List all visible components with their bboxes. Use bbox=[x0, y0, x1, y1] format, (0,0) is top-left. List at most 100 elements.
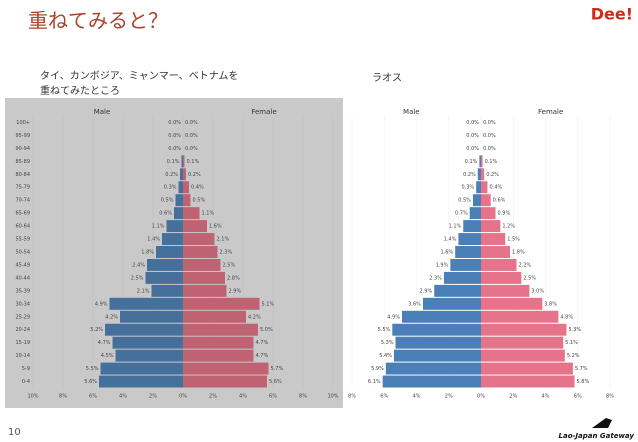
y-tick-label: 75-79 bbox=[15, 185, 30, 191]
x-tick-label: 2% bbox=[445, 394, 453, 400]
value-label: 2.2% bbox=[518, 262, 531, 268]
x-tick-label: 2% bbox=[209, 394, 217, 400]
legend-label: Male bbox=[94, 108, 111, 116]
value-label: 0.5% bbox=[193, 198, 206, 204]
y-tick-label: 35-39 bbox=[15, 288, 30, 294]
value-label: 4.8% bbox=[560, 314, 573, 320]
footer-icon bbox=[592, 418, 612, 428]
x-tick-label: 4% bbox=[119, 394, 127, 400]
value-label: 4.2% bbox=[105, 314, 118, 320]
bar bbox=[469, 207, 481, 220]
value-label: 5.4% bbox=[379, 353, 392, 359]
value-label: 3.8% bbox=[544, 301, 557, 307]
bar bbox=[481, 207, 496, 220]
legend-label: Female bbox=[251, 108, 276, 116]
footer-brand: Lao-Japan Gateway bbox=[559, 432, 635, 440]
bar bbox=[183, 375, 267, 388]
value-label: 5.7% bbox=[271, 366, 284, 372]
y-tick-label: 45-49 bbox=[15, 262, 30, 268]
y-tick-label: 0-4 bbox=[22, 379, 30, 385]
bar bbox=[481, 336, 564, 349]
value-label: 4.2% bbox=[248, 314, 261, 320]
x-tick-label: 10% bbox=[327, 394, 338, 400]
value-label: 0.1% bbox=[465, 159, 478, 165]
bar bbox=[174, 207, 183, 220]
y-tick-label: 100+ bbox=[16, 120, 30, 126]
y-tick-label: 50-54 bbox=[15, 250, 30, 256]
y-tick-label: 25-29 bbox=[15, 314, 30, 320]
value-label: 0.6% bbox=[159, 211, 172, 217]
value-label: 2.5% bbox=[523, 275, 536, 281]
value-label: 1.4% bbox=[147, 237, 160, 243]
value-label: 4.9% bbox=[387, 314, 400, 320]
bar bbox=[481, 181, 488, 194]
value-label: 0.0% bbox=[483, 133, 496, 139]
value-label: 0.0% bbox=[483, 120, 496, 126]
x-tick-label: 0% bbox=[477, 394, 485, 400]
y-tick-label: 95-99 bbox=[15, 133, 30, 139]
value-label: 0.0% bbox=[466, 133, 479, 139]
bar bbox=[481, 155, 483, 168]
caption: ラオス bbox=[372, 72, 402, 84]
bar bbox=[481, 233, 506, 246]
bar bbox=[162, 233, 183, 246]
bar bbox=[183, 323, 258, 336]
value-label: 5.2% bbox=[90, 327, 103, 333]
bar bbox=[183, 310, 246, 323]
value-label: 0.7% bbox=[455, 211, 468, 217]
bar bbox=[120, 310, 183, 323]
x-tick-label: 6% bbox=[380, 394, 388, 400]
value-label: 2.5% bbox=[223, 262, 236, 268]
x-tick-label: 6% bbox=[89, 394, 97, 400]
value-label: 4.5% bbox=[101, 353, 114, 359]
value-label: 1.6% bbox=[209, 224, 222, 230]
bar bbox=[183, 271, 225, 284]
value-label: 0.2% bbox=[463, 172, 476, 178]
value-label: 6.1% bbox=[368, 379, 381, 385]
bar bbox=[477, 168, 481, 181]
value-label: 0.0% bbox=[185, 133, 198, 139]
bar bbox=[481, 258, 517, 271]
value-label: 4.7% bbox=[98, 340, 111, 346]
value-label: 0.9% bbox=[498, 211, 511, 217]
value-label: 2.3% bbox=[220, 250, 233, 256]
bar bbox=[183, 297, 260, 310]
bar bbox=[109, 297, 183, 310]
bar bbox=[476, 181, 481, 194]
bar bbox=[183, 246, 218, 258]
value-label: 0.2% bbox=[165, 172, 178, 178]
bar bbox=[175, 194, 183, 207]
bar bbox=[183, 168, 186, 181]
bar bbox=[481, 194, 491, 207]
value-label: 0.1% bbox=[485, 159, 498, 165]
bar bbox=[481, 220, 501, 233]
bar bbox=[481, 362, 573, 375]
value-label: 0.6% bbox=[493, 198, 506, 204]
value-label: 1.1% bbox=[202, 211, 215, 217]
bar bbox=[99, 375, 183, 388]
value-label: 4.7% bbox=[256, 340, 269, 346]
value-label: 1.8% bbox=[141, 250, 154, 256]
x-tick-label: 6% bbox=[269, 394, 277, 400]
bar bbox=[455, 246, 481, 258]
bar bbox=[393, 349, 481, 362]
value-label: 0.5% bbox=[458, 198, 471, 204]
bar bbox=[183, 207, 200, 220]
bar bbox=[115, 349, 183, 362]
y-tick-label: 30-34 bbox=[15, 301, 30, 307]
value-label: 5.1% bbox=[565, 340, 578, 346]
slide-title: 重ねてみると？ bbox=[28, 9, 168, 33]
bar bbox=[450, 258, 481, 271]
bar bbox=[392, 323, 481, 336]
value-label: 4.7% bbox=[256, 353, 269, 359]
value-label: 4.9% bbox=[95, 301, 108, 307]
bar bbox=[481, 168, 485, 181]
logo: Dee! bbox=[591, 5, 633, 24]
value-label: 5.9% bbox=[371, 366, 384, 372]
bar bbox=[183, 336, 254, 349]
bar bbox=[481, 349, 565, 362]
value-label: 5.5% bbox=[378, 327, 391, 333]
bar bbox=[178, 181, 183, 194]
value-label: 2.8% bbox=[227, 275, 240, 281]
value-label: 5.7% bbox=[575, 366, 588, 372]
